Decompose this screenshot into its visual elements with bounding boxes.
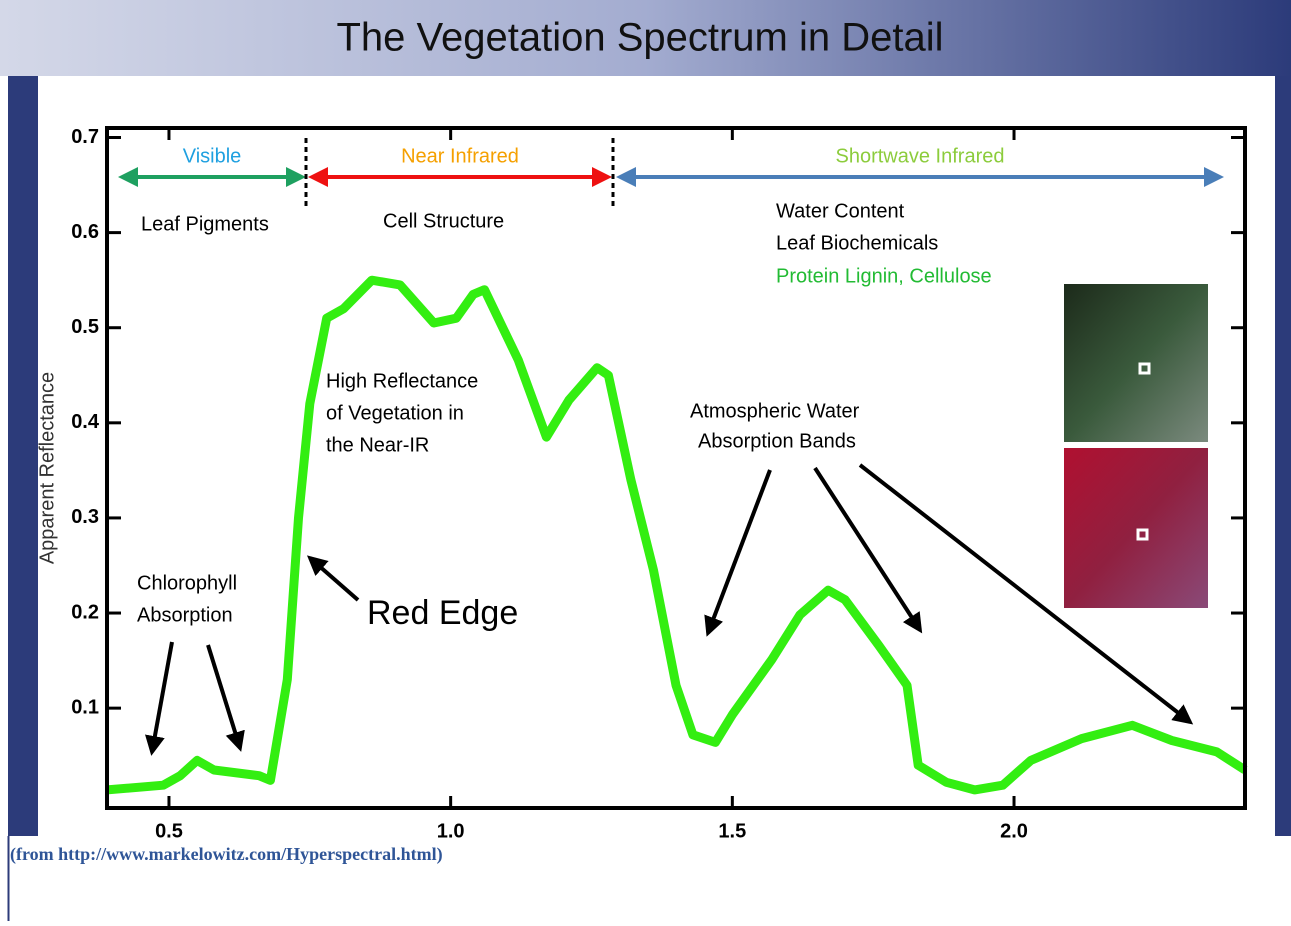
side-bar bbox=[8, 76, 38, 836]
x-tick-label: 1.5 bbox=[718, 820, 746, 842]
y-axis-label: Apparent Reflectance bbox=[36, 372, 58, 564]
y-tick-label: 0.2 bbox=[71, 601, 99, 623]
region-label: Near Infrared bbox=[401, 145, 519, 167]
y-tick-label: 0.7 bbox=[71, 126, 99, 148]
title: The Vegetation Spectrum in Detail bbox=[336, 16, 943, 60]
annotation: Atmospheric Water bbox=[690, 400, 860, 422]
annotation: of Vegetation in bbox=[326, 402, 464, 424]
annotation: Protein Lignin, Cellulose bbox=[776, 265, 992, 287]
y-tick-label: 0.1 bbox=[71, 696, 99, 718]
page: The Vegetation Spectrum in Detail Appare… bbox=[0, 0, 1291, 921]
x-tick-label: 2.0 bbox=[1000, 820, 1028, 842]
annotation: Chlorophyll bbox=[137, 572, 237, 594]
image-false-color bbox=[1064, 448, 1208, 608]
region-label: Visible bbox=[183, 145, 242, 167]
annotation: Red Edge bbox=[367, 594, 518, 632]
slide: The Vegetation Spectrum in Detail Appare… bbox=[0, 0, 1291, 921]
annotation: Leaf Pigments bbox=[141, 213, 269, 235]
y-tick-label: 0.3 bbox=[71, 506, 99, 528]
annotation: Absorption Bands bbox=[698, 430, 856, 452]
annotation: Cell Structure bbox=[383, 210, 504, 232]
annotation: Leaf Biochemicals bbox=[776, 232, 938, 254]
image-true-color bbox=[1064, 284, 1208, 442]
side-bar bbox=[1275, 76, 1291, 836]
y-tick-label: 0.6 bbox=[71, 221, 99, 243]
annotation: High Reflectance bbox=[326, 370, 478, 392]
annotation: Absorption bbox=[137, 604, 233, 626]
source: (from http://www.markelowitz.com/Hypersp… bbox=[10, 844, 443, 865]
annotation: the Near-IR bbox=[326, 434, 429, 456]
annotation: Water Content bbox=[776, 200, 905, 222]
region-label: Shortwave Infrared bbox=[836, 145, 1005, 167]
y-tick-label: 0.4 bbox=[71, 411, 100, 433]
y-tick-label: 0.5 bbox=[71, 316, 99, 338]
x-tick-label: 1.0 bbox=[437, 820, 465, 842]
x-tick-label: 0.5 bbox=[155, 820, 183, 842]
